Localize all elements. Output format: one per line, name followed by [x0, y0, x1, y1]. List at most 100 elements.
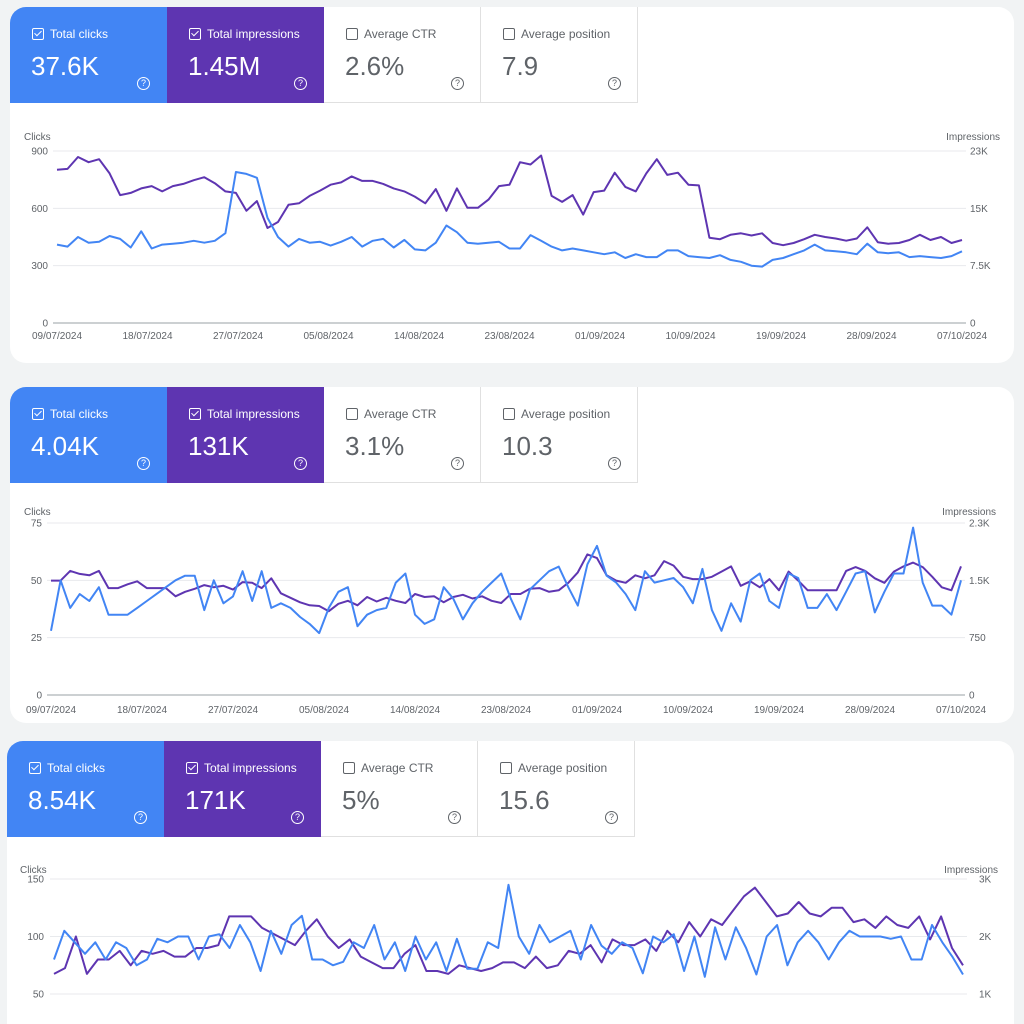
- impressions-series-line: [51, 553, 962, 613]
- impressions-series-line: [53, 886, 964, 975]
- y-tick-right: 1K: [979, 990, 992, 1001]
- help-icon[interactable]: ?: [134, 811, 147, 824]
- help-icon[interactable]: ?: [608, 77, 621, 90]
- total-clicks-card[interactable]: Total clicks 8.54K ?: [7, 741, 164, 837]
- performance-chart-2: Clicks Impressions 0 0 25 750 50 1.5K 75 2.3K 09/0…: [24, 507, 996, 716]
- y-tick-right: 2K: [979, 932, 992, 943]
- clicks-series-line: [50, 526, 962, 635]
- y-axis-left-label: Clicks: [24, 132, 51, 143]
- x-tick-label: 10/09/2024: [665, 331, 715, 342]
- x-tick-label: 05/08/2024: [299, 705, 349, 716]
- checkbox-checked-icon[interactable]: [189, 28, 201, 40]
- help-icon[interactable]: ?: [137, 457, 150, 470]
- help-icon[interactable]: ?: [605, 811, 618, 824]
- total-clicks-card[interactable]: Total clicks 37.6K ?: [10, 7, 167, 103]
- y-tick-right: 0: [970, 319, 976, 330]
- performance-chart-3: Clicks Impressions 50 1K 100 2K 150 3K: [20, 865, 998, 1001]
- y-tick-left: 50: [31, 576, 43, 587]
- metric-label: Average CTR: [361, 761, 434, 775]
- average-ctr-value: 5%: [342, 785, 380, 815]
- clicks-series-line: [56, 171, 963, 268]
- total-impressions-value: 131K: [188, 431, 249, 461]
- y-tick-right: 2.3K: [969, 519, 990, 530]
- total-impressions-value: 171K: [185, 785, 246, 815]
- y-tick-left: 150: [27, 875, 44, 886]
- checkbox-unchecked-icon[interactable]: [500, 762, 512, 774]
- checkbox-checked-icon[interactable]: [29, 762, 41, 774]
- x-tick-label: 27/07/2024: [208, 705, 258, 716]
- total-clicks-card[interactable]: Total clicks 4.04K ?: [10, 387, 167, 483]
- y-tick-left: 100: [27, 932, 44, 943]
- help-icon[interactable]: ?: [291, 811, 304, 824]
- checkbox-unchecked-icon[interactable]: [346, 28, 358, 40]
- y-axis-right-label: Impressions: [944, 865, 998, 876]
- y-tick-left: 50: [33, 990, 45, 1001]
- x-tick-label: 23/08/2024: [481, 705, 531, 716]
- x-tick-label: 07/10/2024: [936, 705, 986, 716]
- total-impressions-value: 1.45M: [188, 51, 261, 81]
- metric-cards: Total clicks 37.6K ? Total impressions 1…: [10, 7, 638, 103]
- y-tick-right: 1.5K: [969, 576, 990, 587]
- average-position-value: 7.9: [502, 51, 539, 81]
- checkbox-unchecked-icon[interactable]: [503, 408, 515, 420]
- y-tick-right: 3K: [979, 875, 992, 886]
- total-impressions-card[interactable]: Total impressions 171K ?: [164, 741, 321, 837]
- x-tick-label: 07/10/2024: [937, 331, 987, 342]
- total-clicks-value: 37.6K: [31, 51, 99, 81]
- help-icon[interactable]: ?: [294, 77, 307, 90]
- metric-cards: Total clicks 8.54K ? Total impressions 1…: [7, 741, 635, 837]
- help-icon[interactable]: ?: [451, 457, 464, 470]
- x-tick-label: 05/08/2024: [303, 331, 353, 342]
- metric-label: Average position: [521, 27, 611, 41]
- x-tick-label: 28/09/2024: [845, 705, 895, 716]
- y-tick-right: 750: [969, 633, 986, 644]
- y-tick-left: 300: [31, 261, 48, 272]
- y-axis-right-label: Impressions: [946, 132, 1000, 143]
- x-tick-label: 18/07/2024: [117, 705, 167, 716]
- average-ctr-card[interactable]: Average CTR 3.1% ?: [324, 387, 481, 483]
- x-tick-label: 09/07/2024: [26, 705, 76, 716]
- y-tick-left: 900: [31, 147, 48, 158]
- checkbox-unchecked-icon[interactable]: [346, 408, 358, 420]
- average-ctr-card[interactable]: Average CTR 5% ?: [321, 741, 478, 837]
- performance-panel-3: Total clicks 8.54K ? Total impressions 1…: [7, 741, 1014, 1024]
- y-tick-left: 0: [36, 691, 42, 702]
- performance-panel-2: Total clicks 4.04K ? Total impressions 1…: [10, 387, 1014, 723]
- y-axis-right-label: Impressions: [942, 507, 996, 518]
- x-tick-label: 19/09/2024: [756, 331, 806, 342]
- help-icon[interactable]: ?: [294, 457, 307, 470]
- x-tick-label: 01/09/2024: [572, 705, 622, 716]
- average-ctr-card[interactable]: Average CTR 2.6% ?: [324, 7, 481, 103]
- x-tick-label: 01/09/2024: [575, 331, 625, 342]
- y-axis-left-label: Clicks: [20, 865, 47, 876]
- total-impressions-card[interactable]: Total impressions 1.45M ?: [167, 7, 324, 103]
- total-impressions-card[interactable]: Total impressions 131K ?: [167, 387, 324, 483]
- checkbox-checked-icon[interactable]: [189, 408, 201, 420]
- y-tick-left: 25: [31, 633, 43, 644]
- average-position-card[interactable]: Average position 10.3 ?: [481, 387, 638, 483]
- checkbox-unchecked-icon[interactable]: [503, 28, 515, 40]
- x-tick-label: 14/08/2024: [394, 331, 444, 342]
- x-tick-label: 14/08/2024: [390, 705, 440, 716]
- total-clicks-value: 4.04K: [31, 431, 99, 461]
- clicks-series-line: [53, 883, 964, 978]
- x-tick-label: 27/07/2024: [213, 331, 263, 342]
- metric-label: Average position: [521, 407, 611, 421]
- help-icon[interactable]: ?: [451, 77, 464, 90]
- checkbox-checked-icon[interactable]: [32, 408, 44, 420]
- average-position-card[interactable]: Average position 15.6 ?: [478, 741, 635, 837]
- checkbox-checked-icon[interactable]: [32, 28, 44, 40]
- checkbox-unchecked-icon[interactable]: [343, 762, 355, 774]
- performance-chart-1: Clicks Impressions 0 0 300 7.5K 600 15K 900 23K 09…: [24, 132, 1000, 342]
- help-icon[interactable]: ?: [137, 77, 150, 90]
- help-icon[interactable]: ?: [448, 811, 461, 824]
- x-tick-label: 10/09/2024: [663, 705, 713, 716]
- average-position-card[interactable]: Average position 7.9 ?: [481, 7, 638, 103]
- y-tick-right: 0: [969, 691, 975, 702]
- average-position-value: 15.6: [499, 785, 550, 815]
- x-tick-label: 28/09/2024: [846, 331, 896, 342]
- help-icon[interactable]: ?: [608, 457, 621, 470]
- checkbox-checked-icon[interactable]: [186, 762, 198, 774]
- metric-label: Average CTR: [364, 407, 437, 421]
- metric-label: Total impressions: [207, 407, 300, 421]
